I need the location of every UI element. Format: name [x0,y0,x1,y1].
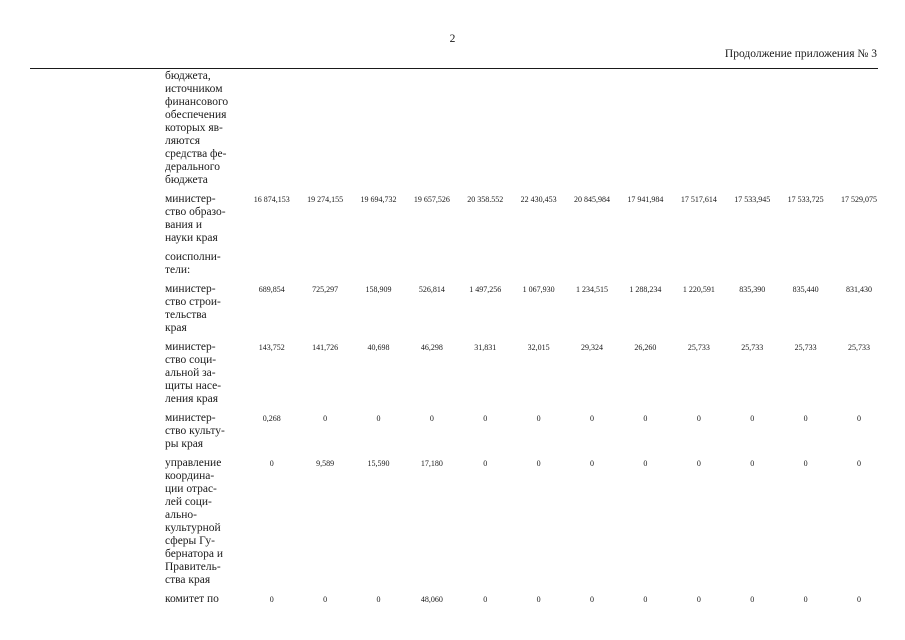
value-cell: 0 [323,595,328,604]
value-cell: 835,390 [739,285,766,294]
value-cell: 19 657,526 [413,195,450,204]
value-cell: 17,180 [420,459,443,468]
table-row: бюджета, источником финансового обеспече… [165,70,887,187]
value-cell: 158,909 [365,285,392,294]
value-cell: 48,060 [420,595,443,604]
table-row: соисполни- тели: [165,251,887,277]
table-row: министер- ство культу- ры края 0,268 0 0 0 0 0… [165,412,887,451]
value-cell: 25,733 [741,343,764,352]
continuation-note: Продолжение приложения № 3 [724,48,877,60]
value-cell: 40,698 [367,343,390,352]
value-cell: 143,752 [258,343,285,352]
value-cell: 1 288,234 [629,285,662,294]
value-cell: 0 [803,414,808,423]
value-cell: 0 [696,595,701,604]
page-number: 2 [449,33,456,45]
value-cell: 25,733 [847,343,870,352]
value-cell: 0 [483,414,488,423]
table-row: министер- ство соци- альной за- щиты нас… [165,341,887,406]
value-cell: 0 [643,459,648,468]
value-cell: 0 [376,595,381,604]
value-cell: 0,268 [262,414,281,423]
value-cell: 17 533,725 [787,195,824,204]
value-cell: 17 517,614 [680,195,717,204]
value-cell: 31,831 [474,343,497,352]
value-cell: 46,298 [420,343,443,352]
value-cell: 0 [536,595,541,604]
value-cell: 0 [483,459,488,468]
table-row: министер- ство строи- тельства края 689,8… [165,283,887,335]
value-cell: 725,297 [312,285,339,294]
row-label: комитет по [165,593,219,605]
value-cell: 0 [376,414,381,423]
value-cell: 835,440 [792,285,819,294]
value-cell: 9,589 [316,459,335,468]
value-cell: 15,590 [367,459,390,468]
value-cell: 0 [590,414,595,423]
value-cell: 17 533,945 [734,195,771,204]
value-cell: 0 [590,595,595,604]
value-cell: 0 [856,595,861,604]
value-cell: 0 [856,414,861,423]
row-label: соисполни- тели: [165,251,221,276]
row-label: министер- ство соци- альной за- щиты нас… [165,341,222,405]
value-cell: 20 845,984 [574,195,611,204]
value-cell: 0 [590,459,595,468]
value-cell: 0 [803,595,808,604]
value-cell: 32,015 [527,343,550,352]
value-cell: 0 [750,414,755,423]
value-cell: 1 220,591 [682,285,715,294]
value-cell: 0 [429,414,434,423]
value-cell: 831,430 [845,285,872,294]
value-cell: 0 [696,414,701,423]
row-label: министер- ство культу- ры края [165,412,225,450]
row-label: министер- ство строи- тельства края [165,283,221,334]
value-cell: 0 [750,459,755,468]
value-cell: 526,814 [418,285,445,294]
value-cell: 16 874,153 [253,195,290,204]
budget-table: бюджета, источником финансового обеспече… [165,70,887,612]
value-cell: 19 274,155 [307,195,344,204]
value-cell: 0 [483,595,488,604]
value-cell: 0 [696,459,701,468]
value-cell: 1 497,256 [469,285,502,294]
value-cell: 0 [803,459,808,468]
value-cell: 1 067,930 [522,285,555,294]
row-label: управление координа- ции отрас- лей соци… [165,457,224,586]
value-cell: 26,260 [634,343,657,352]
value-cell: 29,324 [581,343,604,352]
table-row: министер- ство образо- вания и науки кра… [165,193,887,245]
value-cell: 25,733 [794,343,817,352]
value-cell: 0 [269,595,274,604]
table-row: управление координа- ции отрас- лей соци… [165,457,887,587]
value-cell: 0 [643,414,648,423]
value-cell: 19 694,732 [360,195,397,204]
table-row: комитет по 0 0 0 48,060 0 0 0 0 0 0 0 0 [165,593,887,606]
value-cell: 0 [323,414,328,423]
value-cell: 17 529,075 [840,195,877,204]
row-label: бюджета, источником финансового обеспече… [165,70,229,186]
header-rule [30,68,878,69]
value-cell: 0 [536,459,541,468]
value-cell: 0 [536,414,541,423]
value-cell: 1 234,515 [576,285,609,294]
value-cell: 20 358.552 [467,195,504,204]
value-cell: 0 [643,595,648,604]
value-cell: 689,854 [258,285,285,294]
value-cell: 17 941,984 [627,195,664,204]
value-cell: 0 [750,595,755,604]
value-cell: 141,726 [312,343,339,352]
value-cell: 0 [269,459,274,468]
value-cell: 22 430,453 [520,195,557,204]
value-cell: 25,733 [687,343,710,352]
value-cell: 0 [856,459,861,468]
row-label: министер- ство образо- вания и науки кра… [165,193,226,244]
